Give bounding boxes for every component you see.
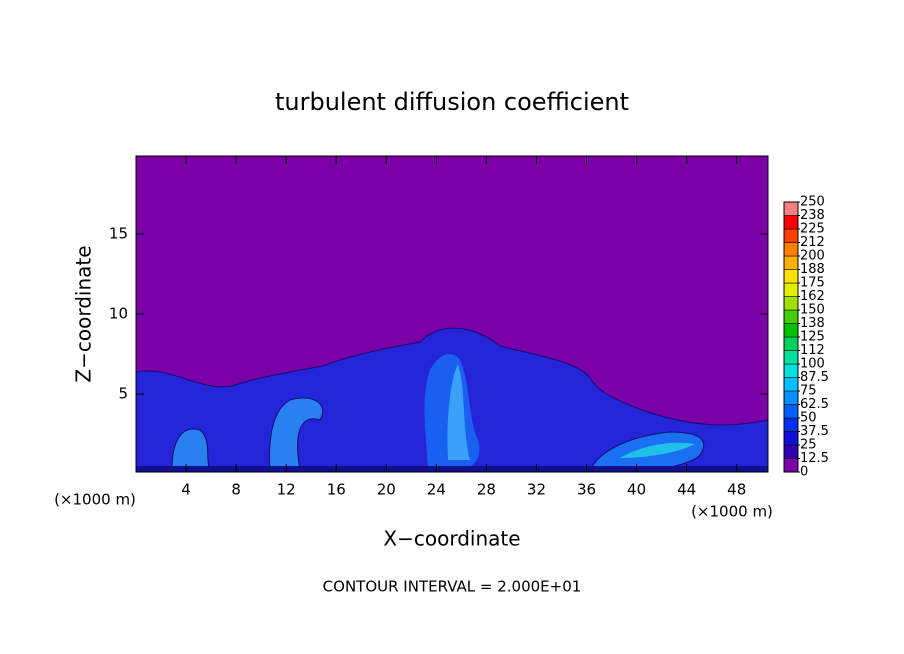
x-tick-label: 36 bbox=[577, 481, 596, 499]
colorbar-swatch bbox=[783, 390, 799, 405]
x-tick-label: 28 bbox=[477, 481, 496, 499]
x-tick-label: 24 bbox=[427, 481, 446, 499]
colorbar-label: 225 bbox=[800, 222, 825, 237]
colorbar-swatch bbox=[783, 323, 799, 338]
x-tick-label: 12 bbox=[277, 481, 296, 499]
colorbar-swatch bbox=[783, 296, 799, 311]
field-region bbox=[620, 442, 695, 458]
x-tick-label: 32 bbox=[527, 481, 546, 499]
colorbar-swatch bbox=[783, 444, 799, 459]
x-tick-label: 44 bbox=[677, 481, 696, 499]
colorbar-swatch bbox=[783, 255, 799, 270]
colorbar-swatch bbox=[783, 417, 799, 432]
colorbar-label: 25 bbox=[800, 438, 817, 453]
x-tick-label: 20 bbox=[377, 481, 396, 499]
colorbar-swatch bbox=[783, 458, 799, 473]
colorbar-label: 75 bbox=[800, 384, 817, 399]
colorbar-label: 12.5 bbox=[800, 451, 829, 466]
colorbar-label: 200 bbox=[800, 249, 825, 264]
colorbar-label: 0 bbox=[800, 465, 808, 480]
field-region bbox=[171, 428, 211, 471]
colorbar-label: 175 bbox=[800, 276, 825, 291]
colorbar-label: 212 bbox=[800, 235, 825, 250]
colorbar-swatch bbox=[783, 215, 799, 230]
colorbar-swatch bbox=[783, 336, 799, 351]
y-tick-label: 15 bbox=[109, 225, 128, 243]
colorbar-swatch bbox=[783, 201, 799, 216]
colorbar-label: 125 bbox=[800, 330, 825, 345]
colorbar-swatch bbox=[783, 431, 799, 446]
y-tick-label: 10 bbox=[109, 305, 128, 323]
chart-title: turbulent diffusion coefficient bbox=[275, 88, 629, 116]
x-axis-title: X−coordinate bbox=[383, 527, 520, 551]
colorbar-label: 150 bbox=[800, 303, 825, 318]
colorbar-swatch bbox=[783, 350, 799, 365]
colorbar-label: 188 bbox=[800, 262, 825, 277]
colorbar-swatch bbox=[783, 282, 799, 297]
field-region bbox=[136, 466, 768, 472]
colorbar-label: 87.5 bbox=[800, 370, 829, 385]
field-region bbox=[447, 364, 470, 460]
x-tick-label: 40 bbox=[627, 481, 646, 499]
footer-note: CONTOUR INTERVAL = 2.000E+01 bbox=[323, 578, 582, 596]
x-unit-label: (×1000 m) bbox=[54, 491, 136, 509]
colorbar-label: 62.5 bbox=[800, 397, 829, 412]
colorbar-swatch bbox=[783, 269, 799, 284]
colorbar-label: 50 bbox=[800, 411, 817, 426]
colorbar-swatch bbox=[783, 309, 799, 324]
colorbar-label: 250 bbox=[800, 195, 825, 210]
x-tick-label: 8 bbox=[231, 481, 241, 499]
field-region bbox=[269, 397, 323, 471]
y-axis-title: Z−coordinate bbox=[72, 245, 96, 382]
colorbar-label: 162 bbox=[800, 289, 825, 304]
x-unit-label: (×1000 m) bbox=[691, 503, 773, 521]
colorbar-label: 238 bbox=[800, 208, 825, 223]
colorbar-swatch bbox=[783, 363, 799, 378]
colorbar-swatch bbox=[783, 228, 799, 243]
colorbar-label: 112 bbox=[800, 343, 825, 358]
colorbar-frame bbox=[783, 201, 799, 473]
colorbar-label: 37.5 bbox=[800, 424, 829, 439]
colorbar-swatch bbox=[783, 404, 799, 419]
x-tick-label: 4 bbox=[181, 481, 191, 499]
colorbar-label: 100 bbox=[800, 357, 825, 372]
x-tick-label: 48 bbox=[727, 481, 746, 499]
colorbar-swatch bbox=[783, 377, 799, 392]
colorbar-swatch bbox=[783, 242, 799, 257]
colorbar-label: 138 bbox=[800, 316, 825, 331]
field bbox=[135, 156, 769, 473]
y-tick-label: 5 bbox=[118, 385, 128, 403]
x-tick-label: 16 bbox=[327, 481, 346, 499]
